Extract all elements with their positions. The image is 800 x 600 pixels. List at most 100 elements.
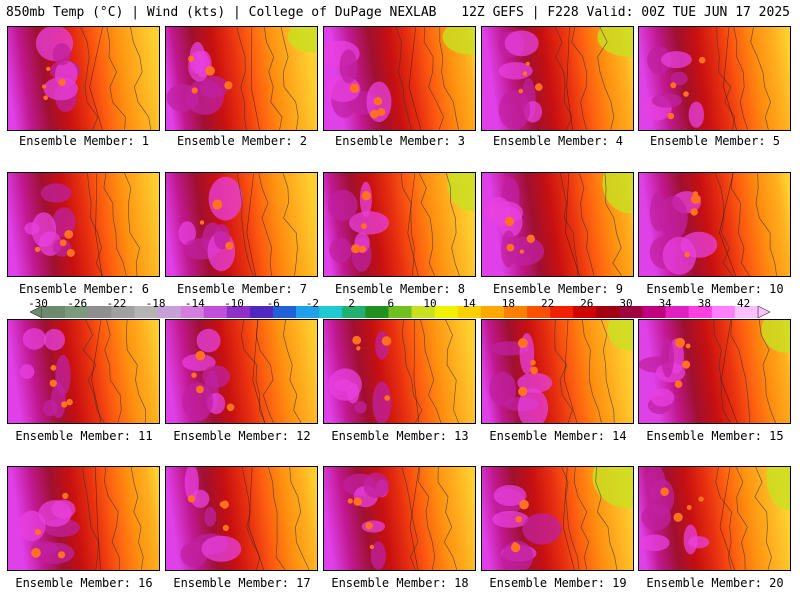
ensemble-member-label: Ensemble Member: 11: [15, 429, 153, 443]
temperature-field: [482, 467, 633, 570]
colorbar-tick-label: -2: [305, 297, 320, 310]
colorbar-tick-label: -14: [184, 297, 205, 310]
colorbar-segment: [665, 306, 690, 318]
colorbar-segment: [688, 306, 713, 318]
colorbar-tick-label: 30: [619, 297, 633, 310]
colorbar-segment: [319, 306, 343, 318]
colorbar-segment: [411, 306, 435, 318]
colorbar-segment: [157, 306, 181, 318]
ensemble-member-label: Ensemble Member: 6: [18, 282, 150, 296]
temperature-field: [8, 467, 159, 570]
colorbar-segment: [65, 306, 89, 318]
colorbar-segment: [134, 306, 158, 318]
ensemble-member-label: Ensemble Member: 13: [331, 429, 469, 443]
temperature-field: [324, 173, 475, 276]
temperature-field: [639, 27, 790, 130]
colorbar-tick-label: 10: [423, 297, 437, 310]
colorbar-tick-label: 2: [348, 297, 355, 310]
colorbar-segment: [573, 306, 597, 318]
temperature-field: [639, 320, 790, 423]
colorbar-segment: [434, 306, 459, 318]
ensemble-member-map: [481, 26, 634, 131]
colorbar-segment: [642, 306, 666, 318]
ensemble-member-label: Ensemble Member: 20: [646, 576, 784, 590]
model-run-info: 12Z GEFS | F228 Valid: 00Z TUE JUN 17 20…: [461, 5, 790, 20]
colorbar-tick-label: -30: [28, 297, 48, 310]
colorbar-segment: [88, 306, 112, 318]
colorbar-segment: [226, 306, 251, 318]
colorbar-tick-label: -18: [145, 297, 166, 310]
ensemble-member-map: [7, 319, 160, 424]
colorbar-segment: [503, 306, 528, 318]
colorbar-tick-label: -22: [106, 297, 127, 310]
colorbar-segment: [550, 306, 574, 318]
colorbar-tick-label: 14: [462, 297, 476, 310]
ensemble-member-map: [481, 172, 634, 277]
ensemble-member-label: Ensemble Member: 16: [15, 576, 153, 590]
colorbar-tick-label: 22: [540, 297, 555, 310]
colorbar-segment: [596, 306, 620, 318]
colorbar-tick-label: -26: [67, 297, 88, 310]
ensemble-member-label: Ensemble Member: 10: [646, 282, 784, 296]
ensemble-member-map: [323, 172, 476, 277]
ensemble-member-map: [481, 319, 634, 424]
colorbar-segment: [734, 306, 759, 318]
ensemble-member-label: Ensemble Member: 17: [173, 576, 311, 590]
ensemble-member-map: [165, 319, 318, 424]
colorbar-segment: [457, 306, 482, 318]
colorbar-tick-label: 34: [658, 297, 672, 310]
ensemble-member-label: Ensemble Member: 15: [646, 429, 784, 443]
ensemble-member-map: [7, 466, 160, 571]
temperature-field: [166, 173, 317, 276]
temperature-field: [166, 27, 317, 130]
colorbar-segment: [619, 306, 643, 318]
ensemble-member-label: Ensemble Member: 18: [331, 576, 469, 590]
ensemble-member-map: [7, 26, 160, 131]
temperature-field: [639, 467, 790, 570]
temperature-field: [166, 467, 317, 570]
ensemble-member-map: [638, 319, 791, 424]
colorbar-segment: [711, 306, 736, 318]
colorbar-segment: [365, 306, 389, 318]
map-title: 850mb Temp (°C) | Wind (kts) | College o…: [6, 5, 437, 20]
ensemble-member-label: Ensemble Member: 5: [649, 134, 781, 148]
ensemble-member-label: Ensemble Member: 19: [489, 576, 627, 590]
ensemble-member-label: Ensemble Member: 4: [492, 134, 624, 148]
ensemble-member-label: Ensemble Member: 12: [173, 429, 311, 443]
ensemble-member-map: [323, 319, 476, 424]
colorbar-max-arrow: [757, 306, 770, 318]
colorbar-segment: [111, 306, 135, 318]
ensemble-member-label: Ensemble Member: 14: [489, 429, 627, 443]
colorbar-segment: [388, 306, 412, 318]
ensemble-member-map: [165, 26, 318, 131]
colorbar-segment: [272, 306, 297, 318]
ensemble-member-map: [165, 172, 318, 277]
colorbar-segment: [480, 306, 505, 318]
colorbar-tick-label: 18: [501, 297, 516, 310]
ensemble-member-map: [481, 466, 634, 571]
ensemble-member-map: [165, 466, 318, 571]
colorbar-tick-label: -10: [224, 297, 244, 310]
colorbar-segment: [203, 306, 228, 318]
colorbar-tick-label: -6: [266, 297, 280, 310]
temperature-field: [324, 467, 475, 570]
colorbar-segment: [249, 306, 274, 318]
temperature-field: [482, 320, 633, 423]
ensemble-member-map: [638, 26, 791, 131]
temperature-colorbar: [30, 306, 770, 318]
temperature-field: [324, 27, 475, 130]
temperature-field: [482, 27, 633, 130]
colorbar-tick-label: 38: [697, 297, 712, 310]
ensemble-member-label: Ensemble Member: 9: [492, 282, 624, 296]
ensemble-member-label: Ensemble Member: 3: [334, 134, 466, 148]
temperature-field: [482, 173, 633, 276]
ensemble-member-map: [638, 172, 791, 277]
ensemble-member-label: Ensemble Member: 2: [176, 134, 308, 148]
colorbar-segment: [342, 306, 366, 318]
colorbar-segment: [180, 306, 204, 318]
colorbar-segment: [296, 306, 320, 318]
ensemble-member-label: Ensemble Member: 8: [334, 282, 466, 296]
ensemble-member-map: [323, 466, 476, 571]
ensemble-member-map: [7, 172, 160, 277]
temperature-field: [8, 173, 159, 276]
